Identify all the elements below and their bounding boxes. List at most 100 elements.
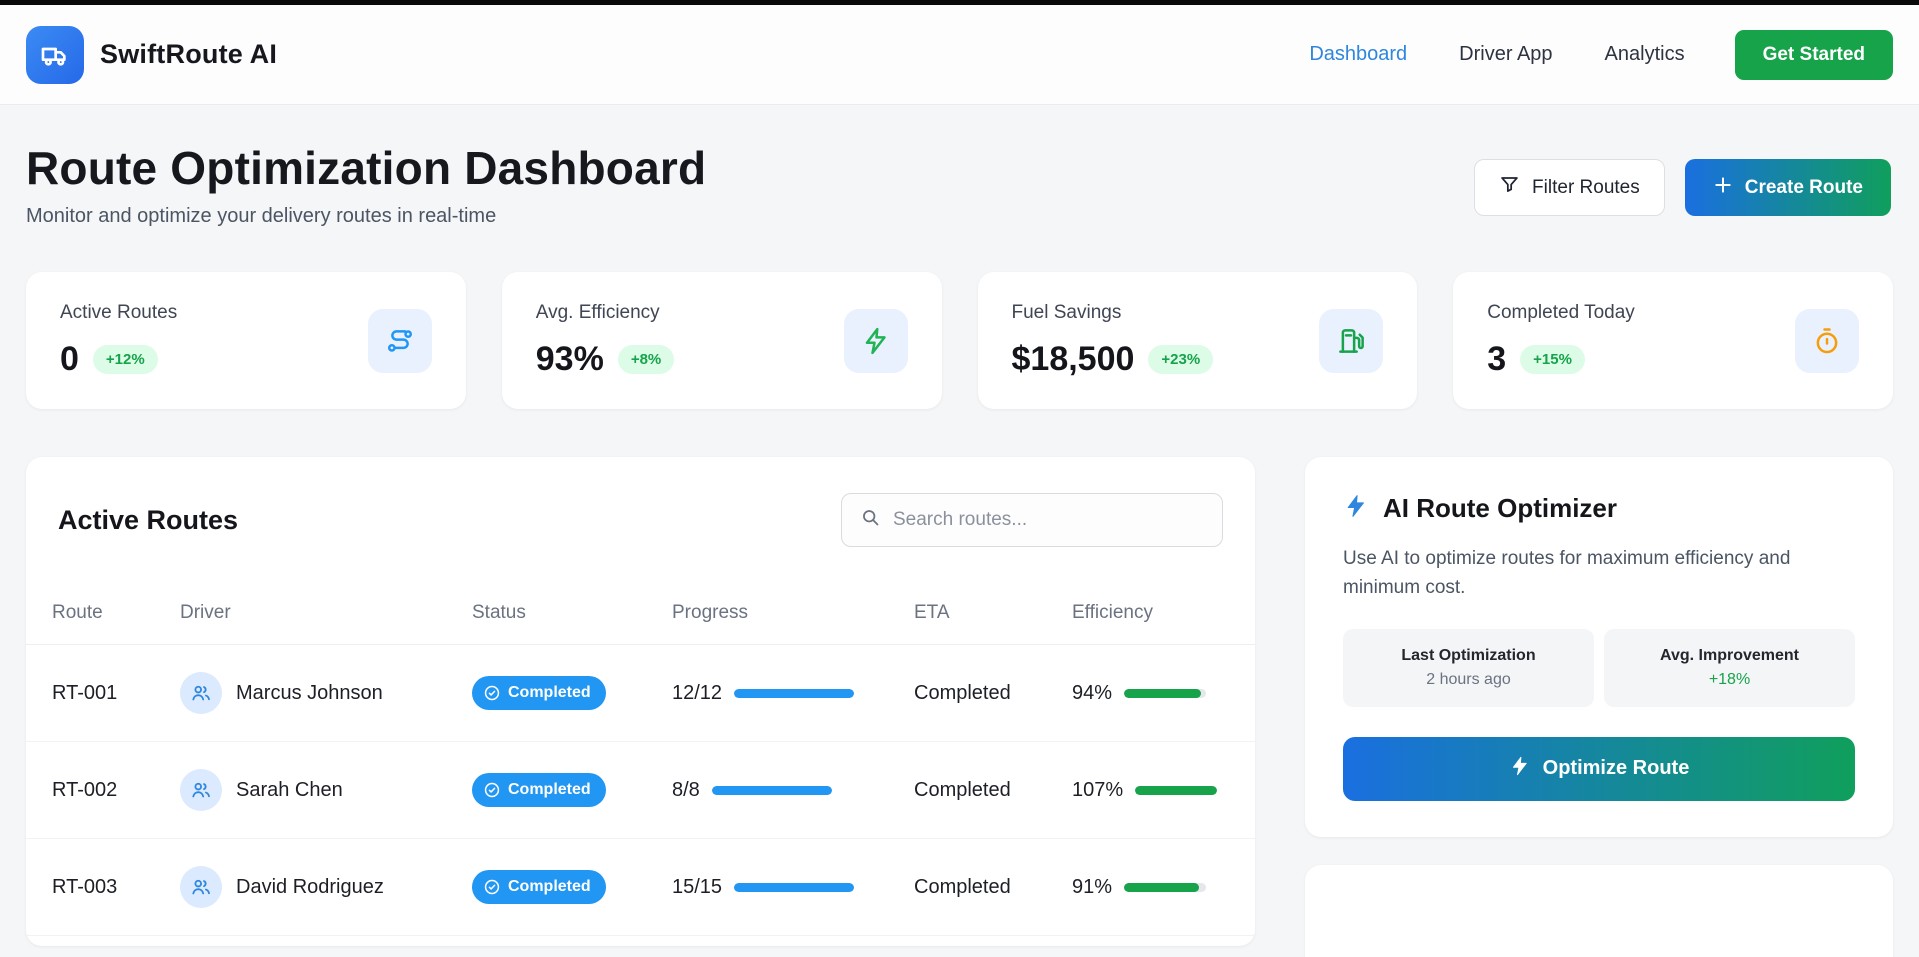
stat-card-fuel-savings: Fuel Savings $18,500 +23%	[977, 272, 1418, 409]
stat-label: Fuel Savings	[1011, 302, 1122, 323]
driver-name: David Rodriguez	[236, 875, 384, 898]
status-label: Completed	[508, 781, 591, 798]
stat-delta-badge: +23%	[1148, 345, 1214, 374]
users-avatar-icon	[180, 769, 222, 811]
stat-card-completed-today: Completed Today 3 +15%	[1453, 272, 1893, 409]
driver-name: Marcus Johnson	[236, 681, 383, 704]
page-subtitle: Monitor and optimize your delivery route…	[26, 205, 497, 227]
routes-table-header: Route Driver Status Progress ETA Efficie…	[26, 581, 1255, 645]
funnel-icon	[1499, 174, 1520, 201]
status-cell: Completed	[472, 773, 672, 807]
optimizer-stat-label: Avg. Improvement	[1660, 646, 1799, 664]
efficiency-bar-fill	[1124, 882, 1199, 892]
search-box	[841, 493, 1223, 547]
lightning-icon	[1509, 755, 1531, 783]
driver-name: Sarah Chen	[236, 778, 343, 801]
efficiency-cell: 107%	[1072, 779, 1229, 802]
optimizer-title: AI Route Optimizer	[1383, 493, 1618, 523]
progress-bar-fill	[711, 785, 832, 795]
check-circle-icon	[484, 782, 500, 798]
nav-item-dashboard[interactable]: Dashboard	[1309, 43, 1408, 65]
status-badge: Completed	[472, 870, 606, 904]
column-header-progress: Progress	[672, 601, 749, 623]
create-route-label: Create Route	[1744, 176, 1863, 198]
stat-label: Avg. Efficiency	[535, 302, 660, 323]
status-label: Completed	[508, 684, 591, 701]
nav-item-driver-app[interactable]: Driver App	[1459, 43, 1553, 65]
route-id: RT-001	[52, 681, 118, 704]
driver-cell: David Rodriguez	[180, 866, 472, 908]
status-cell: Completed	[472, 676, 672, 710]
column-header-route: Route	[52, 601, 103, 623]
search-icon	[860, 507, 881, 533]
brand: SwiftRoute AI	[26, 25, 277, 84]
column-header-status: Status	[472, 601, 526, 623]
eta-text: Completed	[914, 681, 1011, 704]
progress-text: 15/15	[672, 875, 723, 898]
create-route-button[interactable]: Create Route	[1684, 159, 1891, 216]
stat-value: 0	[60, 340, 79, 378]
route-id: RT-003	[52, 875, 118, 898]
optimizer-description: Use AI to optimize routes for maximum ef…	[1343, 548, 1791, 599]
ai-optimizer-card: AI Route Optimizer Use AI to optimize ro…	[1305, 457, 1893, 837]
status-badge: Completed	[472, 773, 606, 807]
main-content: Active Routes Route Driver Status Progre…	[0, 457, 1919, 957]
stat-delta-badge: +15%	[1520, 345, 1585, 374]
progress-cell: 8/8	[672, 779, 914, 802]
optimizer-stat-last: Last Optimization 2 hours ago	[1343, 628, 1594, 707]
efficiency-bar	[1135, 785, 1218, 795]
efficiency-cell: 91%	[1072, 876, 1229, 899]
users-avatar-icon	[180, 866, 222, 908]
optimizer-title-row: AI Route Optimizer	[1343, 493, 1855, 524]
lightning-icon	[843, 308, 908, 373]
stat-label: Active Routes	[60, 302, 178, 323]
table-row[interactable]: RT-002 Sarah Chen Completed 8/8	[26, 742, 1255, 839]
stat-text: Fuel Savings $18,500 +23%	[1012, 302, 1214, 379]
eta-text: Completed	[914, 875, 1011, 898]
lightning-icon	[1343, 493, 1369, 524]
page-title: Route Optimization Dashboard	[26, 142, 707, 194]
window-top-border	[0, 0, 1919, 5]
stats-row: Active Routes 0 +12% Avg. Efficiency 93%…	[0, 272, 1919, 409]
driver-cell: Sarah Chen	[180, 769, 472, 811]
page-head: Route Optimization Dashboard Monitor and…	[0, 105, 1919, 228]
optimizer-stats: Last Optimization 2 hours ago Avg. Impro…	[1343, 628, 1855, 707]
status-label: Completed	[508, 878, 591, 895]
table-row[interactable]: RT-003 David Rodriguez Completed 15/	[26, 839, 1255, 936]
truck-logo-icon	[26, 25, 84, 84]
users-avatar-icon	[180, 672, 222, 714]
routes-title: Active Routes	[58, 504, 239, 535]
routes-head: Active Routes	[26, 493, 1255, 547]
routes-table-body: RT-001 Marcus Johnson Completed 12/1	[26, 645, 1255, 936]
column-header-driver: Driver	[180, 601, 231, 623]
efficiency-text: 107%	[1072, 778, 1124, 801]
app-header: SwiftRoute AI Dashboard Driver App Analy…	[0, 5, 1919, 105]
optimize-route-button[interactable]: Optimize Route	[1343, 736, 1855, 801]
head-actions: Filter Routes Create Route	[1474, 159, 1891, 216]
stat-value: 3	[1487, 340, 1507, 378]
efficiency-cell: 94%	[1072, 682, 1229, 705]
efficiency-bar	[1124, 688, 1207, 698]
progress-bar	[734, 882, 855, 892]
optimizer-stat-label: Last Optimization	[1401, 646, 1536, 664]
filter-routes-button[interactable]: Filter Routes	[1474, 159, 1665, 216]
stopwatch-icon	[1795, 308, 1859, 373]
efficiency-text: 94%	[1072, 681, 1113, 704]
progress-bar	[734, 688, 855, 698]
active-routes-card: Active Routes Route Driver Status Progre…	[26, 457, 1255, 946]
status-cell: Completed	[472, 870, 672, 904]
status-badge: Completed	[472, 676, 606, 710]
stat-text: Completed Today 3 +15%	[1487, 302, 1635, 379]
check-circle-icon	[484, 685, 500, 701]
table-row[interactable]: RT-001 Marcus Johnson Completed 12/1	[26, 645, 1255, 742]
get-started-button[interactable]: Get Started	[1734, 29, 1893, 80]
fuel-pump-icon	[1319, 308, 1384, 373]
route-id: RT-002	[52, 778, 118, 801]
nav-item-analytics[interactable]: Analytics	[1604, 43, 1685, 65]
optimizer-stat-value: +18%	[1708, 670, 1751, 688]
stat-card-active-routes: Active Routes 0 +12%	[26, 272, 466, 409]
efficiency-bar	[1124, 882, 1207, 892]
main-nav: Dashboard Driver App Analytics	[1309, 43, 1684, 66]
plus-icon	[1713, 175, 1733, 201]
search-input[interactable]	[893, 509, 1204, 531]
